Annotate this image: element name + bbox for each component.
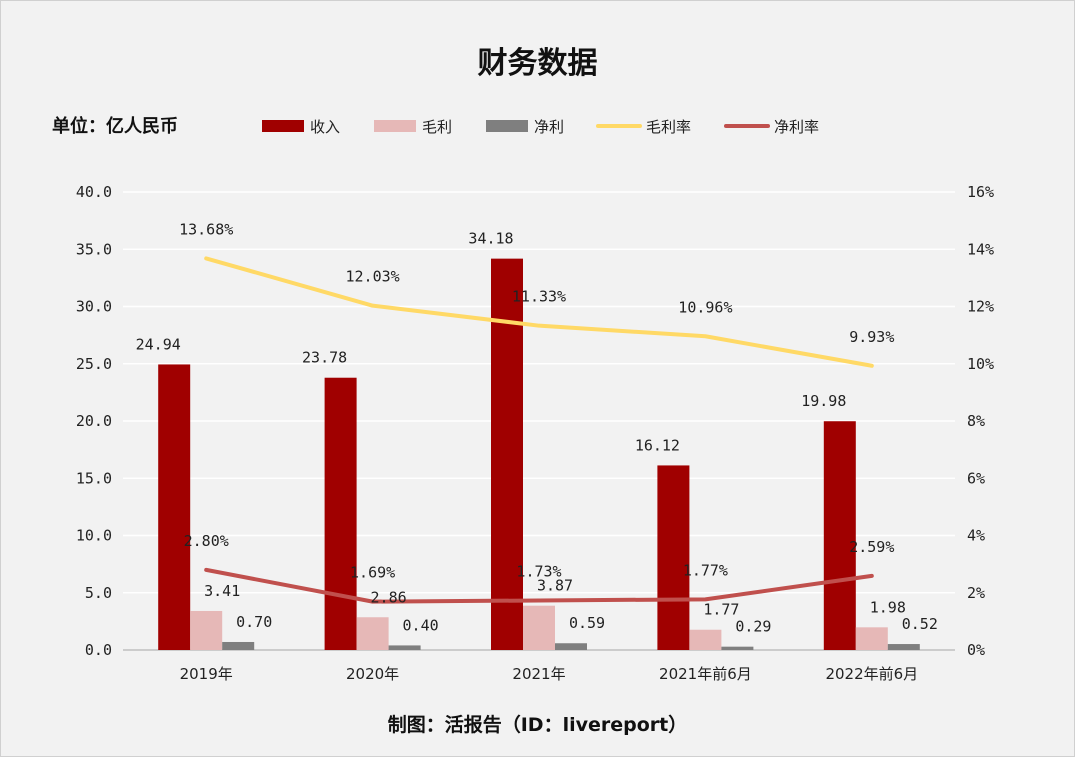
y-left-tick-label: 30.0 <box>76 298 112 316</box>
bar-净利 <box>222 641 255 650</box>
y-left-tick-label: 15.0 <box>76 469 112 487</box>
bar-收入 <box>324 377 357 650</box>
data-label-毛利率: 12.03% <box>346 268 400 286</box>
y-right-tick-label: 8% <box>967 412 985 430</box>
y-left-tick-label: 25.0 <box>76 355 112 373</box>
line-毛利率 <box>204 256 874 368</box>
y-right-tick-label: 10% <box>967 355 994 373</box>
data-label-净利: 0.70 <box>236 613 272 631</box>
y-right-tick-label: 14% <box>967 240 994 258</box>
data-label-毛利率: 11.33% <box>512 288 566 306</box>
bar-收入 <box>823 421 856 650</box>
data-label-毛利: 2.86 <box>371 588 407 606</box>
data-label-净利率: 2.59% <box>849 538 894 556</box>
data-label-毛利率: 13.68% <box>179 220 233 238</box>
bar-收入 <box>491 258 523 650</box>
data-label-收入: 34.18 <box>468 230 513 248</box>
footer-credit: 制图：活报告（ID：livereport） <box>387 714 688 736</box>
data-label-收入: 23.78 <box>302 349 347 367</box>
y-right-tick-label: 2% <box>967 584 985 602</box>
data-label-毛利: 1.98 <box>870 598 906 616</box>
data-label-收入: 19.98 <box>801 392 846 410</box>
x-tick-label: 2021年前6月 <box>659 665 752 683</box>
y-left-tick-label: 10.0 <box>76 527 112 545</box>
y-left-tick-label: 35.0 <box>76 240 112 258</box>
legend-label: 净利率 <box>774 118 819 136</box>
data-label-毛利: 1.77 <box>703 601 739 619</box>
bar-毛利 <box>855 627 888 650</box>
data-label-净利率: 2.80% <box>184 532 229 550</box>
bar-净利 <box>388 645 421 650</box>
y-right-tick-label: 6% <box>967 469 985 487</box>
y-right-tick-label: 4% <box>967 527 985 545</box>
legend-label: 毛利率 <box>646 118 691 136</box>
y-left-tick-label: 20.0 <box>76 412 112 430</box>
data-label-毛利: 3.41 <box>204 582 240 600</box>
y-right-tick-label: 16% <box>967 183 994 201</box>
legend-label: 毛利 <box>422 118 452 136</box>
legend-label: 收入 <box>310 118 340 136</box>
y-right-tick-label: 0% <box>967 641 985 659</box>
legend-swatch-收入 <box>262 120 304 132</box>
bar-净利 <box>721 646 754 650</box>
y-left-tick-label: 0.0 <box>85 641 112 659</box>
data-label-净利率: 1.73% <box>516 562 561 580</box>
data-label-净利: 0.29 <box>735 618 771 636</box>
data-label-毛利: 3.87 <box>537 577 573 595</box>
bar-毛利 <box>523 605 555 650</box>
bar-毛利 <box>356 617 389 650</box>
bar-净利 <box>555 643 587 650</box>
data-label-净利率: 1.77% <box>683 561 728 579</box>
bar-收入 <box>158 364 191 650</box>
chart-title: 财务数据 <box>477 46 598 81</box>
data-label-净利: 0.40 <box>403 616 439 634</box>
bar-收入 <box>657 465 690 650</box>
y-right-tick-label: 12% <box>967 298 994 316</box>
bar-毛利 <box>689 629 722 650</box>
bar-毛利 <box>190 610 223 650</box>
data-label-毛利率: 10.96% <box>678 298 732 316</box>
data-label-净利: 0.52 <box>902 615 938 633</box>
line-净利率 <box>204 567 874 604</box>
data-label-净利: 0.59 <box>569 614 605 632</box>
x-tick-label: 2021年 <box>512 665 565 683</box>
data-label-收入: 16.12 <box>635 436 680 454</box>
legend-label: 净利 <box>534 118 564 136</box>
bar-净利 <box>887 644 920 650</box>
legend-swatch-毛利 <box>374 120 416 132</box>
data-label-收入: 24.94 <box>136 335 181 353</box>
y-left-tick-label: 40.0 <box>76 183 112 201</box>
x-tick-label: 2020年 <box>346 665 399 683</box>
data-label-净利率: 1.69% <box>350 564 395 582</box>
x-tick-label: 2019年 <box>180 665 233 683</box>
x-tick-label: 2022年前6月 <box>825 665 918 683</box>
y-left-tick-label: 5.0 <box>85 584 112 602</box>
legend-swatch-净利 <box>486 120 528 132</box>
data-label-毛利率: 9.93% <box>849 328 894 346</box>
unit-label: 单位：亿人民币 <box>52 116 178 137</box>
